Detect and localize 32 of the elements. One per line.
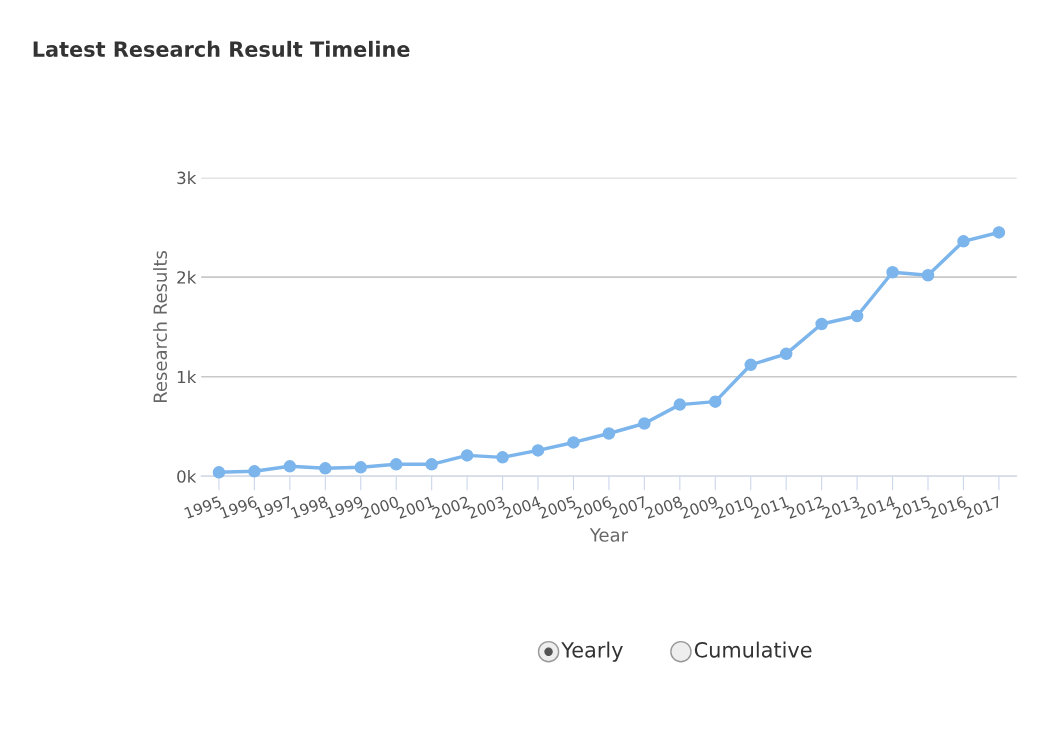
point	[567, 436, 580, 449]
text: Cumulative	[694, 641, 812, 658]
point	[921, 268, 935, 282]
y-tick-label: 2k	[177, 270, 197, 284]
y-tick-label: 0k	[177, 469, 197, 483]
point	[354, 461, 368, 474]
point	[212, 466, 226, 479]
point	[779, 347, 793, 361]
y-tick-label: 1k	[177, 370, 197, 384]
point	[744, 358, 757, 372]
point	[992, 226, 1006, 239]
point	[815, 317, 828, 331]
point	[957, 235, 970, 248]
point	[673, 398, 687, 411]
point	[389, 458, 403, 471]
text: Yearly	[561, 641, 623, 662]
point	[531, 444, 545, 457]
point	[425, 458, 438, 471]
point	[319, 462, 332, 475]
point	[460, 449, 474, 462]
x-axis-title: Year	[589, 528, 629, 542]
y-tick-label: 3k	[177, 171, 197, 185]
point	[638, 417, 651, 430]
chart-title: Latest Research Result Timeline	[33, 40, 410, 57]
point	[709, 395, 722, 408]
point	[850, 309, 864, 323]
point	[248, 465, 261, 478]
y-axis-title: Research Results	[153, 250, 168, 403]
point	[602, 427, 616, 440]
point	[283, 460, 297, 473]
point	[496, 451, 509, 464]
point	[886, 265, 899, 279]
